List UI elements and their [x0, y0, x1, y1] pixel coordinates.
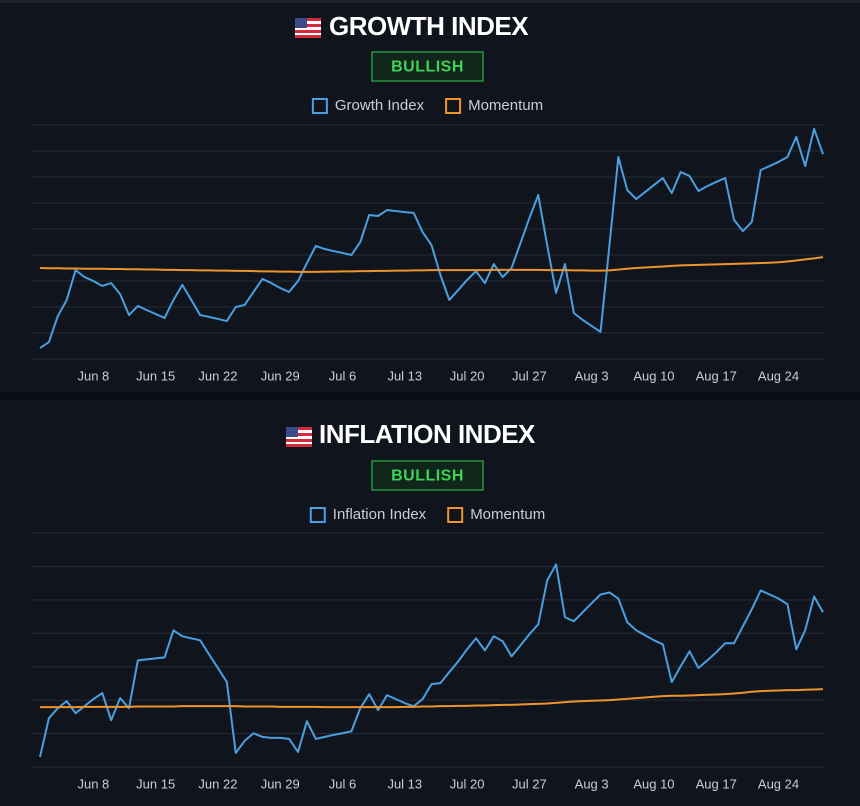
x-tick-label: Jul 13 — [387, 368, 422, 383]
flag — [295, 18, 321, 38]
panel-edge — [0, 0, 860, 3]
x-tick-label: Jun 15 — [136, 368, 175, 383]
legend-label: Momentum — [468, 97, 543, 114]
x-tick-label: Jul 27 — [512, 776, 547, 791]
legend-label: Inflation Index — [333, 506, 427, 523]
x-tick-label: Jul 13 — [387, 776, 422, 791]
x-tick-label: Jul 20 — [450, 368, 485, 383]
x-tick-label: Aug 17 — [696, 776, 737, 791]
x-tick-label: Jun 29 — [261, 368, 300, 383]
chart-title: INFLATION INDEX — [319, 419, 536, 449]
x-tick-label: Aug 3 — [575, 368, 609, 383]
series-line — [39, 256, 824, 273]
x-tick-label: Jul 20 — [450, 776, 485, 791]
x-tick-label: Aug 10 — [633, 368, 674, 383]
legend-label: Growth Index — [335, 97, 425, 114]
x-tick-label: Jul 6 — [329, 368, 356, 383]
legend-label: Momentum — [470, 506, 545, 523]
legend-swatch — [445, 98, 462, 114]
badge — [371, 51, 484, 82]
series-line — [40, 688, 824, 709]
x-tick-label: Aug 24 — [758, 776, 799, 791]
series-line — [39, 127, 824, 349]
legend-swatch — [447, 507, 464, 523]
badge-text: BULLISH — [391, 468, 464, 485]
series-line — [39, 563, 824, 758]
chart-title: GROWTH INDEX — [329, 11, 529, 41]
legend-swatch — [311, 98, 328, 114]
x-tick-label: Jun 8 — [77, 776, 109, 791]
x-tick-label: Aug 24 — [758, 368, 799, 383]
badge — [371, 460, 484, 491]
x-tick-label: Jun 8 — [77, 368, 109, 383]
flag — [286, 427, 312, 447]
x-tick-label: Aug 17 — [696, 368, 737, 383]
legend-swatch — [309, 507, 326, 523]
x-tick-label: Jun 15 — [136, 776, 175, 791]
x-tick-label: Jun 22 — [198, 368, 237, 383]
x-tick-label: Jun 29 — [261, 776, 300, 791]
x-tick-label: Jul 6 — [329, 776, 356, 791]
x-tick-label: Aug 3 — [575, 776, 609, 791]
badge-text: BULLISH — [391, 59, 464, 76]
x-tick-label: Aug 10 — [633, 776, 674, 791]
x-tick-label: Jul 27 — [512, 368, 547, 383]
x-tick-label: Jun 22 — [198, 776, 237, 791]
